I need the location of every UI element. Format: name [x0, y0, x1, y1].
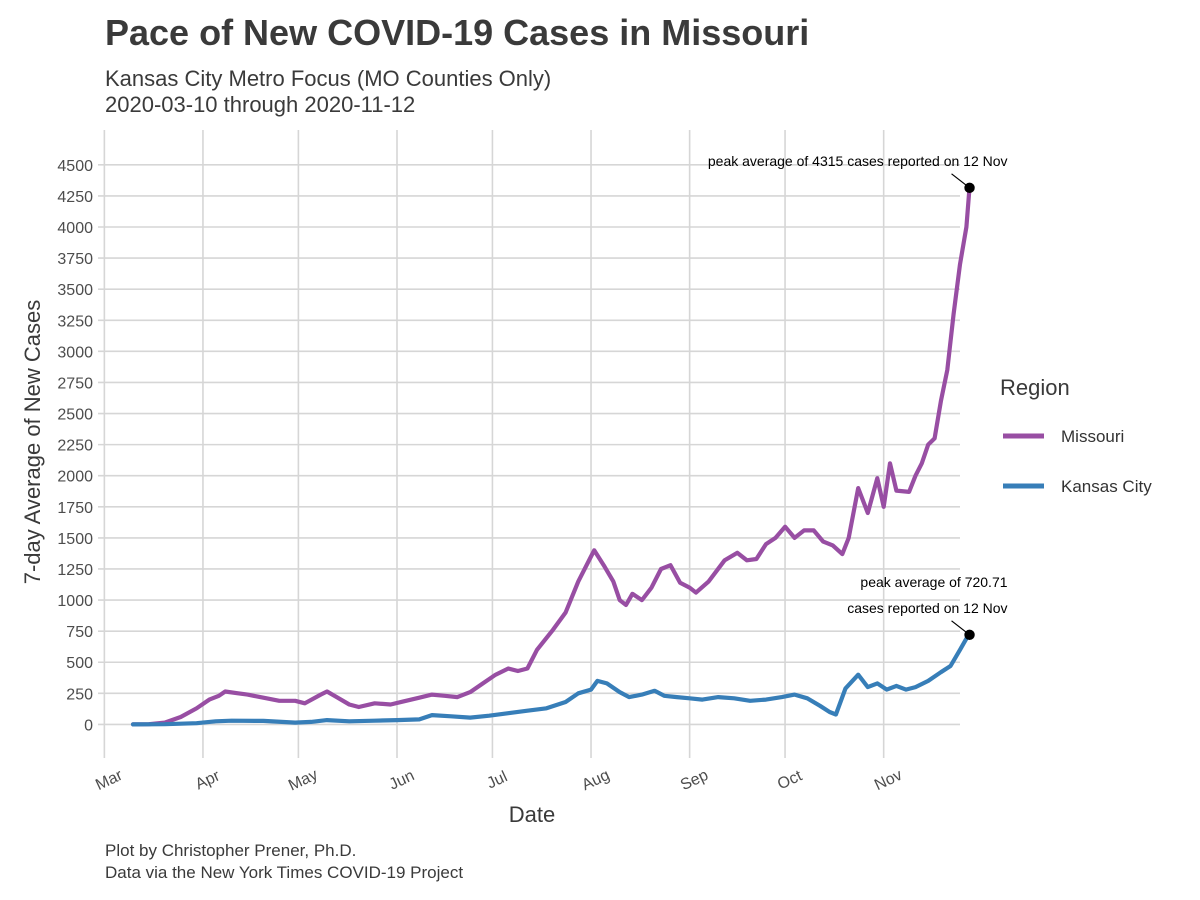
subtitle-line-1: Kansas City Metro Focus (MO Counties Onl… — [105, 66, 552, 91]
x-tick-label: May — [286, 766, 321, 794]
annotation-peak-point — [964, 629, 975, 640]
y-tick-label: 0 — [84, 717, 93, 734]
annotation-peak-point — [964, 182, 975, 194]
y-tick-label: 2750 — [57, 375, 93, 392]
x-tick-label: Aug — [579, 767, 612, 794]
subtitle-line-2: 2020-03-10 through 2020-11-12 — [105, 92, 416, 117]
y-tick-label: 4000 — [57, 220, 93, 237]
series-lines — [130, 185, 972, 727]
series-line-missouri — [130, 185, 972, 727]
x-tick-labels: Mar Apr May Jun Jul Aug Sep Oct Nov — [93, 766, 905, 794]
x-gridlines — [103, 130, 885, 758]
y-tick-label: 2250 — [57, 438, 93, 455]
y-tick-label: 1500 — [57, 531, 93, 548]
x-tick-label: Jun — [387, 767, 418, 793]
legend-label-kansas-city: Kansas City — [1061, 477, 1152, 496]
x-tick-label: Jul — [484, 768, 510, 792]
chart-caption: Plot by Christopher Prener, Ph.D. Data v… — [105, 840, 463, 884]
y-tick-label: 3500 — [57, 282, 93, 299]
y-tick-label: 250 — [66, 686, 93, 703]
caption-line-2: Data via the New York Times COVID-19 Pro… — [105, 863, 464, 882]
y-tick-label: 1250 — [57, 562, 93, 579]
chart-subtitle: Kansas City Metro Focus (MO Counties Onl… — [105, 66, 551, 118]
legend: Region Missouri Kansas City — [1000, 375, 1152, 496]
y-tick-label: 4500 — [57, 158, 93, 175]
y-gridlines — [98, 164, 960, 726]
y-tick-label: 4250 — [57, 189, 93, 206]
y-tick-label: 2500 — [57, 407, 93, 424]
x-tick-label: Oct — [775, 767, 805, 793]
annotation-text: peak average of 720.71 — [860, 574, 1007, 590]
y-tick-label: 3250 — [57, 313, 93, 330]
annotations: peak average of 4315 cases reported on 1… — [708, 153, 1008, 640]
series-line-kansas-city — [130, 632, 972, 727]
y-tick-labels: 0 250 500 750 1000 1250 1500 1750 2000 2250 2500 27… — [57, 158, 93, 735]
legend-label-missouri: Missouri — [1061, 427, 1124, 446]
annotation-text: peak average of 4315 cases reported on 1… — [708, 153, 1008, 169]
x-tick-label: Sep — [678, 767, 711, 794]
legend-title: Region — [1000, 375, 1070, 400]
y-axis-title: 7-day Average of New Cases — [20, 300, 45, 585]
annotation-text: cases reported on 12 Nov — [847, 600, 1007, 616]
y-tick-label: 1000 — [57, 593, 93, 610]
caption-line-1: Plot by Christopher Prener, Ph.D. — [105, 841, 357, 860]
x-tick-label: Nov — [872, 767, 905, 794]
chart-title: Pace of New COVID-19 Cases in Missouri — [105, 12, 810, 53]
y-tick-label: 2000 — [57, 469, 93, 486]
y-tick-label: 3000 — [57, 344, 93, 361]
y-tick-label: 3750 — [57, 251, 93, 268]
x-tick-label: Mar — [93, 767, 126, 794]
y-tick-label: 750 — [66, 624, 93, 641]
x-tick-label: Apr — [193, 767, 223, 793]
x-axis-title: Date — [509, 802, 555, 827]
y-tick-label: 1750 — [57, 500, 93, 517]
y-tick-label: 500 — [66, 655, 93, 672]
